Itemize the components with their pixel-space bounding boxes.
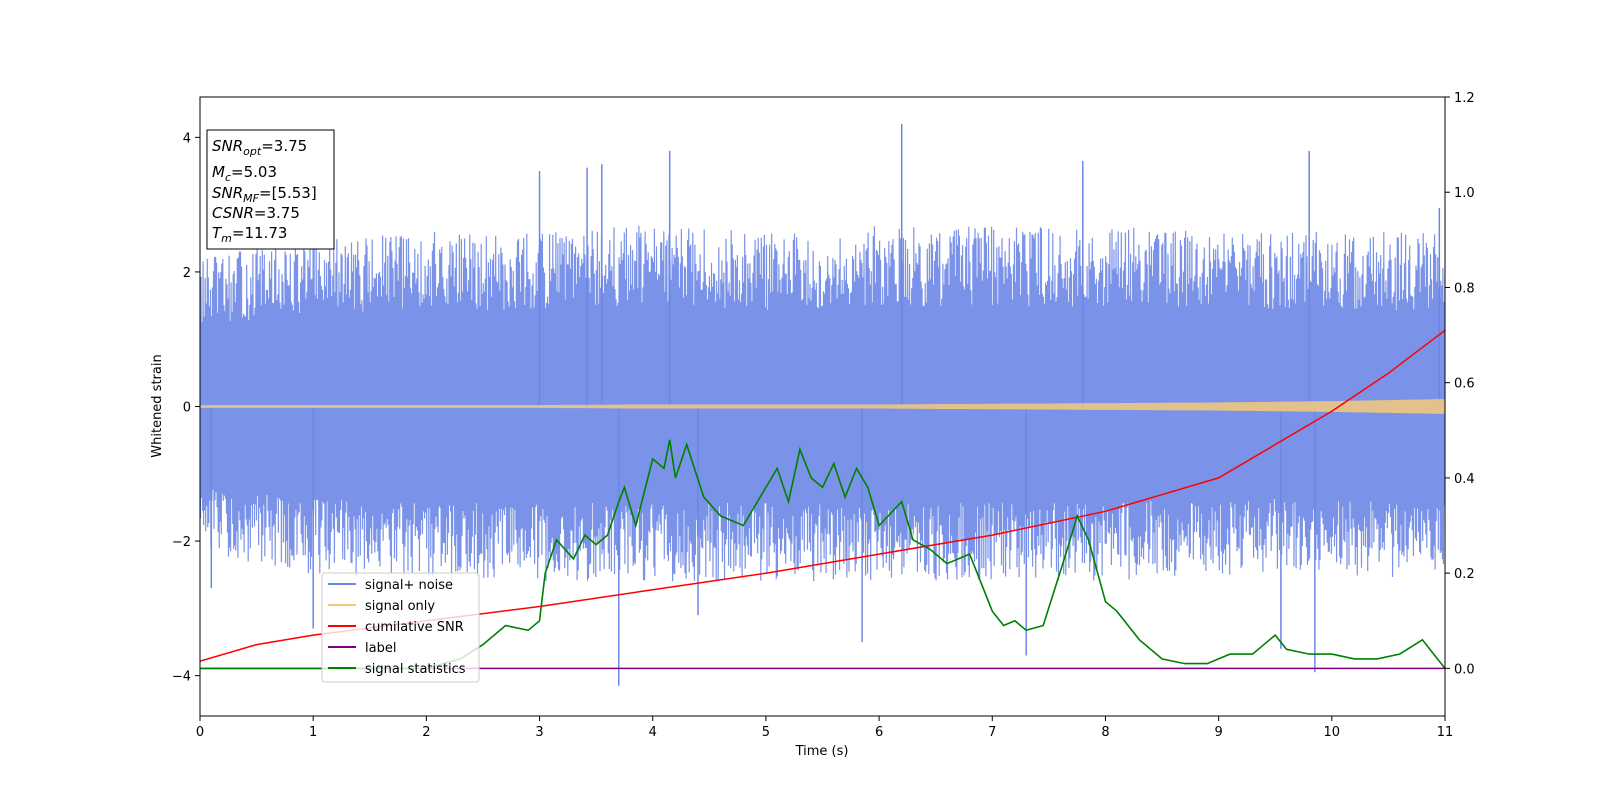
x-tick-label: 4 — [649, 725, 657, 740]
y-tick-label: 2 — [183, 266, 191, 281]
legend-label-cumulative-snr: cumilative SNR — [365, 620, 464, 635]
y-axis-label: Whitened strain — [150, 354, 165, 457]
stat-csnr: CSNR=3.75 — [212, 204, 300, 222]
y-tick-label: 0 — [183, 401, 191, 416]
legend-label-signal-only: signal only — [365, 599, 435, 614]
y-tick-label: −2 — [172, 535, 191, 550]
y2-tick-label: 1.0 — [1454, 186, 1475, 201]
x-tick-label: 7 — [988, 725, 996, 740]
x-tick-label: 3 — [535, 725, 543, 740]
stats-box: SNRopt=3.75 Mc=5.03 SNRMF=[5.53] CSNR=3.… — [206, 129, 335, 250]
x-tick-label: 10 — [1324, 725, 1341, 740]
y2-tick-label: 0.8 — [1454, 281, 1475, 296]
x-tick-label: 2 — [422, 725, 430, 740]
plot-layer — [200, 123, 1445, 686]
y2-tick-label: 0.6 — [1454, 377, 1475, 392]
x-tick-label: 6 — [875, 725, 883, 740]
y2-tick-label: 1.2 — [1454, 91, 1475, 106]
legend: signal+ noise signal only cumilative SNR… — [321, 572, 480, 683]
stat-tm: Tm=11.73 — [212, 224, 287, 245]
x-tick-label: 9 — [1214, 725, 1222, 740]
legend-label-signal-statistics: signal statistics — [365, 662, 466, 677]
y-tick-label: −4 — [172, 670, 191, 685]
y2-tick-label: 0.4 — [1454, 472, 1475, 487]
series-signal-only — [200, 399, 1445, 414]
y2-tick-label: 0.0 — [1454, 662, 1475, 677]
ticks-layer: 0 1 2 3 4 5 6 7 8 9 10 11 −4 −2 0 2 4 0.0 0.2 0.4 0.6 0.8 1.0 1… — [172, 91, 1475, 740]
y2-tick-label: 0.2 — [1454, 567, 1475, 582]
legend-label-label: label — [365, 641, 396, 656]
legend-frame — [321, 572, 480, 683]
stats-box-frame — [206, 129, 335, 250]
series-signal-noise — [200, 225, 1445, 582]
x-tick-label: 0 — [196, 725, 204, 740]
x-tick-label: 5 — [762, 725, 770, 740]
x-tick-label: 8 — [1101, 725, 1109, 740]
stat-snr-opt: SNRopt=3.75 — [212, 137, 307, 158]
x-tick-label: 11 — [1437, 725, 1454, 740]
y-tick-label: 4 — [183, 131, 191, 146]
legend-label-signal-noise: signal+ noise — [365, 578, 453, 593]
series-signal-statistics — [200, 439, 1445, 670]
stat-mc: Mc=5.03 — [212, 163, 277, 184]
x-axis-label: Time (s) — [795, 744, 849, 759]
stat-snr-mf: SNRMF=[5.53] — [212, 184, 317, 205]
x-tick-label: 1 — [309, 725, 317, 740]
